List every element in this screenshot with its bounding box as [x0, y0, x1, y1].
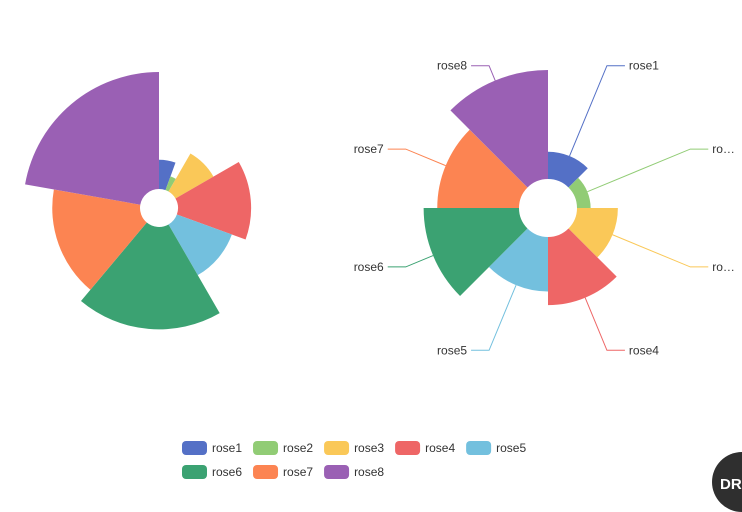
rose-slice-rose4[interactable] [548, 228, 617, 306]
slice-label-rose5: rose5 [437, 343, 467, 357]
legend-label: rose2 [283, 441, 313, 455]
rose-slice-rose7[interactable] [437, 129, 528, 208]
legend-swatch [182, 465, 207, 479]
label-line-rose3 [612, 234, 709, 268]
legend-label: rose7 [283, 465, 313, 479]
rose-slice-rose1[interactable] [548, 151, 588, 188]
rose-slice-rose3[interactable] [568, 208, 618, 258]
rose-slice-rose8[interactable] [450, 70, 548, 188]
legend-label: rose6 [212, 465, 242, 479]
label-line-rose8 [471, 65, 496, 81]
legend-label: rose5 [496, 441, 526, 455]
slice-label-rose1: rose1 [629, 59, 659, 73]
slice-label-rose2: ro… [712, 142, 735, 156]
legend-item-rose4[interactable]: rose4 [395, 441, 455, 455]
legend-swatch [324, 465, 350, 479]
badge-text: DR [720, 476, 742, 493]
legend-swatch [253, 441, 279, 455]
legend-item-rose6[interactable]: rose6 [182, 465, 242, 479]
legend-label: rose8 [354, 465, 384, 479]
legend: rose1 rose2 rose3 rose4 rose5 rose6 rose7 rose8 [182, 441, 526, 479]
rose-chart-area: rose1 ro… ro… rose4 rose5 rose6 rose7 rose8 [354, 59, 735, 358]
slice-label-rose4: rose4 [629, 343, 659, 357]
slice-label-rose8: rose8 [437, 59, 467, 73]
legend-swatch [466, 441, 492, 455]
legend-swatch [324, 441, 350, 455]
rose-slice-rose8[interactable] [25, 72, 159, 205]
label-line-rose2 [587, 148, 709, 193]
rose-slice-rose2[interactable] [568, 177, 591, 208]
legend-item-rose8[interactable]: rose8 [324, 465, 384, 479]
legend-item-rose2[interactable]: rose2 [253, 441, 313, 455]
rose-slice-rose5[interactable] [168, 214, 232, 276]
label-line-rose7 [387, 148, 446, 167]
label-line-rose4 [584, 297, 625, 351]
legend-label: rose3 [354, 441, 384, 455]
rose-slice-rose4[interactable] [175, 161, 252, 240]
rose-charts: rose1 ro… ro… rose4 rose5 rose6 rose7 rose8 ros… [25, 59, 735, 479]
slice-label-rose3: ro… [712, 260, 735, 274]
rose-slice-rose6[interactable] [423, 208, 528, 296]
label-line-rose6 [387, 255, 434, 268]
legend-label: rose4 [425, 441, 455, 455]
legend-item-rose5[interactable]: rose5 [466, 441, 526, 455]
rose-slice-rose3[interactable] [168, 153, 214, 199]
rose-chart-radius [25, 72, 252, 330]
slice-label-rose6: rose6 [354, 260, 384, 274]
legend-swatch [253, 465, 279, 479]
legend-swatch [395, 441, 421, 455]
rose-slice-rose6[interactable] [80, 222, 220, 330]
rose-slice-rose7[interactable] [52, 189, 147, 290]
rose-slice-rose5[interactable] [488, 228, 548, 292]
legend-item-rose1[interactable]: rose1 [182, 441, 242, 455]
rose-slice-rose2[interactable] [165, 176, 176, 192]
legend-label: rose1 [212, 441, 242, 455]
rose-slice-rose1[interactable] [159, 159, 176, 191]
legend-swatch [182, 441, 207, 455]
label-line-rose5 [471, 284, 517, 351]
legend-item-rose3[interactable]: rose3 [324, 441, 384, 455]
legend-item-rose7[interactable]: rose7 [253, 465, 313, 479]
label-line-rose1 [569, 65, 625, 157]
slice-label-rose7: rose7 [354, 142, 384, 156]
